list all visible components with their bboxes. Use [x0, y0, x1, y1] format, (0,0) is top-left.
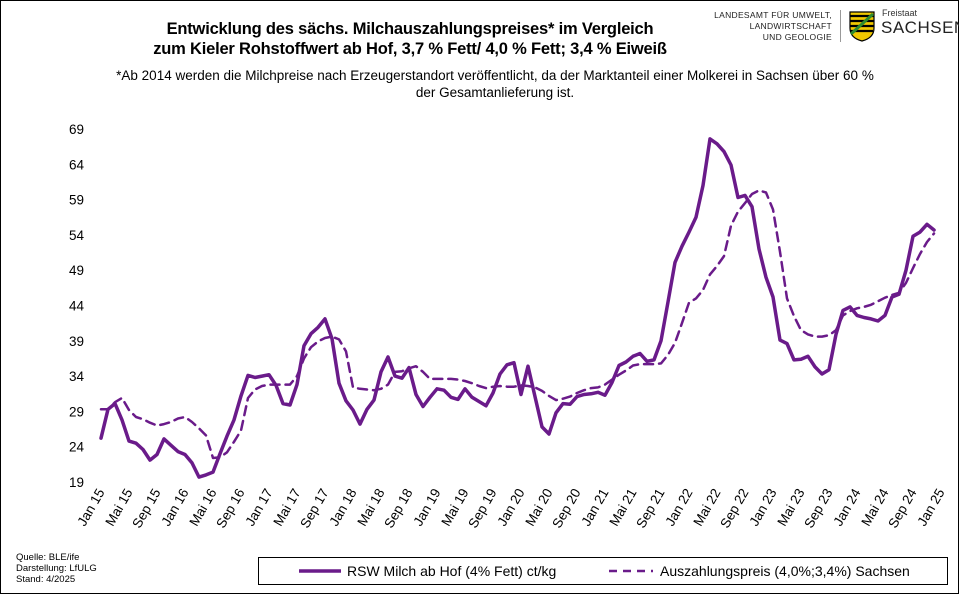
- x-tick-label: Sep 19: [465, 486, 499, 531]
- y-tick-label: 49: [69, 263, 84, 278]
- footnote-line1: *Ab 2014 werden die Milchpreise nach Erz…: [116, 68, 874, 83]
- y-tick-label: 19: [69, 475, 84, 490]
- x-tick-label: Sep 24: [885, 486, 920, 531]
- y-tick-label: 24: [69, 440, 85, 455]
- x-tick-label: Sep 23: [801, 486, 835, 531]
- logo-divider: [840, 10, 841, 42]
- chart-legend: RSW Milch ab Hof (4% Fett) ct/kg Auszahl…: [258, 557, 948, 585]
- y-tick-label: 44: [69, 299, 85, 314]
- y-tick-label: 34: [69, 369, 85, 384]
- state-label-small: Freistaat: [882, 8, 918, 18]
- legend-label-rsw: RSW Milch ab Hof (4% Fett) ct/kg: [347, 563, 557, 579]
- footnote-line2: der Gesamtanlieferung ist.: [415, 85, 575, 100]
- y-tick-label: 59: [69, 193, 84, 208]
- legend-label-auszahlung: Auszahlungspreis (4,0%;3,4%) Sachsen: [660, 563, 910, 579]
- agency-name-line3: UND GEOLOGIE: [762, 32, 832, 42]
- produced-by-label: Darstellung: LfULG: [16, 563, 97, 574]
- series-line-auszahlung: [99, 189, 936, 460]
- x-tick-label: Sep 15: [129, 486, 163, 531]
- y-tick-label: 69: [69, 122, 84, 137]
- state-label-big: SACHSEN: [881, 18, 959, 37]
- x-tick-label: Sep 16: [213, 486, 247, 531]
- x-tick-label: Sep 22: [717, 486, 751, 531]
- source-label: Quelle: BLE/ife: [16, 552, 80, 563]
- x-tick-label: Sep 21: [633, 486, 667, 531]
- agency-name-line2: LANDWIRTSCHAFT: [749, 21, 832, 31]
- chart-title-line2: zum Kieler Rohstoffwert ab Hof, 3,7 % Fe…: [153, 40, 667, 58]
- x-tick-label: Sep 17: [297, 486, 331, 531]
- chart-title-line1: Entwicklung des sächs. Milchauszahlungsp…: [166, 20, 654, 38]
- y-tick-label: 64: [69, 157, 85, 172]
- series-line-rsw: [99, 137, 936, 479]
- status-label: Stand: 4/2025: [16, 574, 76, 585]
- x-tick-label: Jan 25: [914, 486, 947, 529]
- saxony-crest-icon: [849, 11, 875, 42]
- y-tick-label: 39: [69, 334, 84, 349]
- x-tick-label: Sep 18: [381, 486, 415, 531]
- y-tick-label: 54: [69, 228, 85, 243]
- agency-name-line1: LANDESAMT FÜR UMWELT,: [714, 10, 832, 20]
- x-tick-label: Sep 20: [549, 486, 583, 531]
- y-tick-label: 29: [69, 404, 84, 419]
